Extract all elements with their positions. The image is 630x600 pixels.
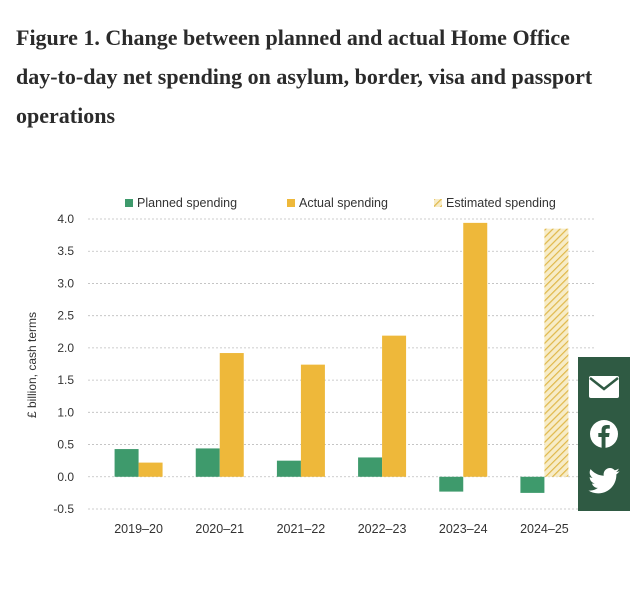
legend-swatch-actual [287, 199, 295, 207]
share-sidebar [578, 357, 630, 511]
y-tick-label: 2.0 [57, 341, 74, 355]
legend-label-actual: Actual spending [299, 196, 388, 210]
legend-label-estimated: Estimated spending [446, 196, 556, 210]
x-tick-label: 2022–23 [358, 522, 407, 536]
y-tick-label: 0.5 [57, 438, 74, 452]
y-tick-label: 3.5 [57, 244, 74, 258]
legend-label-planned: Planned spending [137, 196, 237, 210]
facebook-icon [590, 419, 618, 448]
facebook-share-button[interactable] [587, 417, 621, 451]
x-tick-label: 2019–20 [114, 522, 163, 536]
bar-chart: Planned spending Actual spending Estimat… [25, 196, 595, 536]
chart-legend: Planned spending Actual spending Estimat… [125, 196, 556, 210]
y-tick-label: -0.5 [53, 502, 74, 516]
bar-planned [195, 448, 220, 477]
bar-actual [138, 462, 163, 477]
bar-actual [382, 335, 407, 477]
email-share-button[interactable] [587, 370, 621, 404]
x-tick-label: 2021–22 [277, 522, 326, 536]
bar-planned [276, 460, 301, 477]
figure-title: Figure 1. Change between planned and act… [16, 25, 593, 128]
y-tick-label: 1.0 [57, 405, 74, 419]
legend-swatch-planned [125, 199, 133, 207]
y-axis-label: £ billion, cash terms [25, 312, 39, 418]
twitter-icon [588, 468, 620, 494]
x-tick-label: 2024–25 [520, 522, 569, 536]
y-tick-label: 2.5 [57, 309, 74, 323]
y-tick-label: 4.0 [57, 212, 74, 226]
y-tick-label: 3.0 [57, 276, 74, 290]
bar-actual [219, 353, 244, 477]
bar-planned [520, 476, 545, 493]
bar-actual [300, 364, 325, 477]
x-tick-label: 2020–21 [195, 522, 244, 536]
bar-estimated [544, 228, 569, 477]
y-tick-label: 1.5 [57, 373, 74, 387]
bar-planned [358, 457, 383, 477]
email-icon [589, 375, 619, 398]
bar-actual [463, 222, 488, 477]
bar-planned [114, 449, 139, 477]
bar-planned [439, 476, 464, 492]
legend-swatch-estimated [434, 199, 442, 207]
x-tick-label: 2023–24 [439, 522, 488, 536]
y-tick-label: 0.0 [57, 470, 74, 484]
twitter-share-button[interactable] [587, 464, 621, 498]
